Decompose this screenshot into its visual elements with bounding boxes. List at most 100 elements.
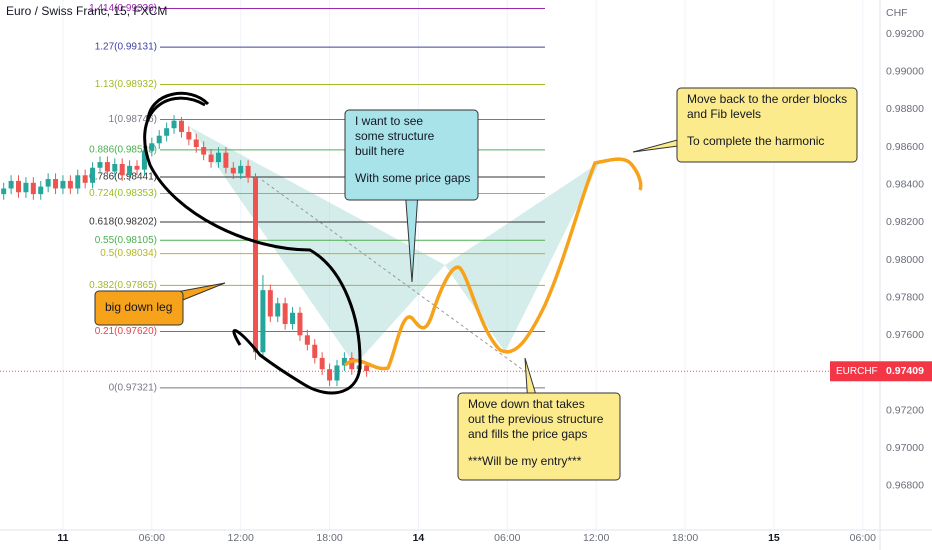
candle-body [245,165,251,178]
callout-text: and fills the price gaps [468,427,587,441]
candle-body [341,357,347,366]
candle-body [127,165,133,176]
layer: 0.968000.970000.972000.974000.976000.978… [57,28,932,544]
y-tick-label: 0.97800 [886,291,924,303]
y-tick-label: 0.98800 [886,103,924,115]
candle-body [53,179,59,189]
x-tick-label: 14 [413,532,425,544]
x-tick-label: 15 [768,532,780,544]
candle-body [178,120,184,132]
fib-label: 0.786(0.98441) [89,172,157,183]
fib-label: 0.724(0.98353) [89,188,157,199]
candle-body [119,163,125,176]
candle-body [23,182,29,193]
candle-body [319,357,325,370]
candle-body [260,290,266,353]
x-tick-label: 12:00 [583,532,609,544]
y-tick-label: 0.96800 [886,480,924,492]
candle-body [112,163,118,172]
x-tick-label: 18:00 [316,532,342,544]
callout-text: I want to see [355,114,423,128]
candle-body [149,143,155,151]
candle-body [223,152,229,168]
candle-body [297,312,303,336]
layer [0,0,880,530]
callout-text: ***Will be my entry*** [468,454,582,468]
candle-body [312,344,318,358]
candle-body [8,180,14,189]
callout-text: With some price gaps [355,171,470,185]
fib-label: 0.618(0.98202) [89,217,157,228]
currency-label: CHF [886,7,908,19]
callout-text: big down leg [105,300,172,314]
y-tick-label: 0.99000 [886,66,924,78]
x-tick-label: 06:00 [850,532,876,544]
y-tick-label: 0.98000 [886,254,924,266]
fib-label: 0.21(0.97620) [95,326,157,337]
candle-body [171,120,177,129]
callout-text: out the previous structure [468,412,604,426]
fib-label: 0(0.97321) [109,382,157,393]
fib-label: 0.886(0.98585) [89,145,157,156]
candle-body [193,139,199,148]
candle-body [30,182,36,195]
fib-label: 0.382(0.97865) [89,280,157,291]
x-tick-label: 12:00 [228,532,254,544]
price-label: 0.97409 [886,365,924,377]
candle-body [230,167,236,174]
x-tick-label: 06:00 [139,532,165,544]
fib-label: 0.5(0.98034) [100,248,157,259]
callout-text: and Fib levels [687,107,761,121]
price-tag [830,361,932,382]
candle-body [1,188,7,195]
y-tick-label: 0.97200 [886,404,924,416]
callout-box [344,109,479,201]
callout-text: To complete the harmonic [687,134,824,148]
candle-body [90,167,96,183]
y-tick-label: 0.98400 [886,178,924,190]
candle-body [104,162,110,172]
candle-body [16,180,22,193]
fib-label: 1(0.98746) [109,114,157,125]
fib-label: 1.13(0.98932) [95,79,157,90]
candle-body [349,357,355,370]
candle-body [60,180,66,189]
candle-body [275,303,281,317]
candle-body [67,180,73,189]
candle-body [238,165,244,174]
candle-body [282,303,288,325]
callout-text: built here [355,144,405,158]
hand-drawn-ellipse [143,96,362,395]
callout-text: Move down that takes [468,397,585,411]
y-tick-label: 0.98600 [886,141,924,153]
candle-body [38,186,44,195]
y-tick-label: 0.97000 [886,442,924,454]
callout-text: some structure [355,129,435,143]
candle-body [186,131,192,140]
dashed-line [261,179,531,376]
hand-drawn-ellipse [146,91,210,121]
chart-title: Euro / Swiss Franc, 15, FXCM [6,4,167,18]
candle-body [290,312,296,325]
fib-label: 0.55(0.98105) [95,235,157,246]
y-tick-label: 0.99200 [886,28,924,40]
projection-path [343,157,643,371]
candle-body [215,152,221,163]
candle-body [364,365,370,372]
candle-body [334,365,340,381]
x-tick-label: 11 [57,532,68,544]
candle-body [156,135,162,144]
candle-body [201,147,207,155]
candle-body [97,162,103,168]
fib-label: 1.414(0.99336) [89,3,157,14]
callout-box [676,87,858,163]
candle-body [267,290,273,317]
callout-box [457,392,621,481]
candle-body [82,175,88,183]
callout-text: Move back to the order blocks [687,92,847,106]
candle-body [304,335,310,345]
symbol-label: EURCHF [836,366,878,377]
fib-label: 1.27(0.99131) [95,42,157,53]
candle-body [141,150,147,170]
